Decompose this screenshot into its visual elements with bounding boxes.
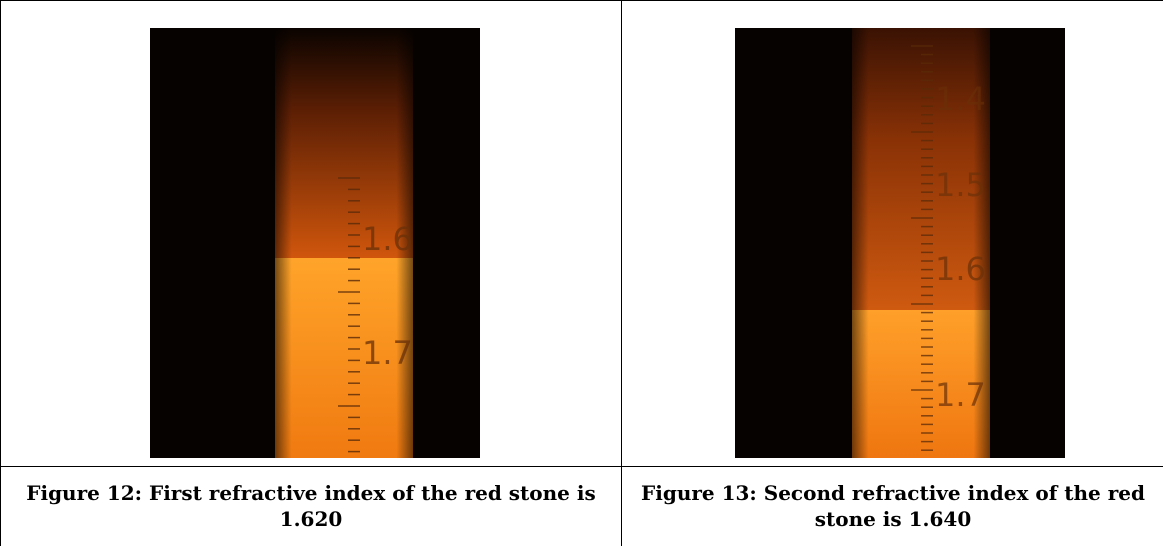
- scale-label: 1.6: [935, 250, 986, 288]
- figure-12-caption: Figure 12: First refractive index of the…: [26, 481, 596, 531]
- table-left-border: [0, 0, 1, 546]
- scale-label: 1.7: [935, 376, 986, 414]
- table-top-border: [0, 0, 1163, 1]
- scale-label: 1.5: [935, 166, 986, 204]
- figure-13-photo: 1.4 1.5 1.6 1.7: [735, 28, 1065, 458]
- scale-label: 1.4: [935, 80, 986, 118]
- figure-12-photo: 1.6 1.7: [150, 28, 480, 458]
- table-column-divider: [621, 0, 622, 546]
- refractometer-view-2: 1.4 1.5 1.6 1.7: [735, 28, 1065, 458]
- scale-label: 1.7: [362, 334, 413, 372]
- scale-label: 1.6: [362, 220, 413, 258]
- figure-13-caption: Figure 13: Second refractive index of th…: [641, 481, 1145, 531]
- refractometer-view-1: 1.6 1.7: [150, 28, 480, 458]
- table-row-divider: [0, 466, 1163, 467]
